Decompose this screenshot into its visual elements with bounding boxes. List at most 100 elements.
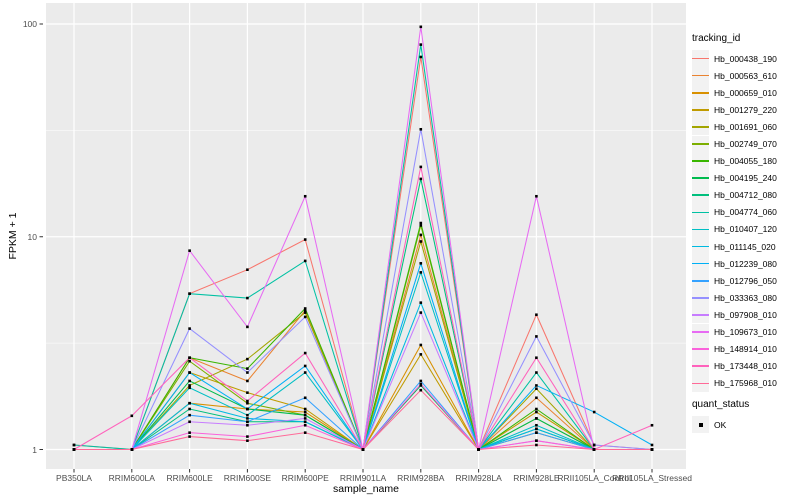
x-tick-label: RRII105LA_Control xyxy=(557,473,632,483)
legend-label: Hb_004774_060 xyxy=(714,207,777,218)
legend-items: Hb_000438_190 Hb_000563_610 Hb_000659_010 H… xyxy=(692,50,777,392)
data-point xyxy=(535,396,538,400)
data-point xyxy=(535,335,538,338)
data-point xyxy=(188,431,191,434)
legend-item: Hb_012239_080 xyxy=(692,255,777,273)
data-point xyxy=(535,384,538,387)
legend-item: Hb_097908_010 xyxy=(692,306,777,324)
series-color-swatch xyxy=(692,135,709,153)
data-point xyxy=(246,413,249,417)
series-line-icon xyxy=(692,348,709,350)
legend-item: Hb_002749_070 xyxy=(692,135,777,153)
legend-item: Hb_175968_010 xyxy=(692,374,777,392)
series-line-icon xyxy=(692,228,709,231)
x-tick-label: RRIM928LE xyxy=(513,473,560,483)
series-color-swatch xyxy=(692,323,709,341)
legend-label: Hb_004195_240 xyxy=(714,173,777,184)
series-color-swatch xyxy=(692,118,709,136)
data-point xyxy=(419,388,423,392)
data-point xyxy=(535,410,538,414)
data-point xyxy=(650,443,654,447)
legend-label: Hb_109673_010 xyxy=(714,327,777,338)
series-color-swatch xyxy=(692,84,709,102)
legend-item: Hb_001279_220 xyxy=(692,101,777,119)
y-tick-label: 100 xyxy=(22,19,37,29)
x-tick-label: RRIM928BA xyxy=(397,473,445,483)
data-point xyxy=(246,407,249,411)
data-point xyxy=(535,439,538,442)
series-color-swatch xyxy=(692,272,709,290)
series-color-swatch xyxy=(692,152,709,170)
data-point xyxy=(246,391,249,394)
data-point xyxy=(419,55,423,59)
data-point xyxy=(303,351,307,355)
legend-item: Hb_010407_120 xyxy=(692,220,777,238)
data-point xyxy=(419,165,423,169)
data-point xyxy=(246,401,249,405)
series-line-icon xyxy=(692,177,709,179)
data-point xyxy=(246,399,249,403)
data-point xyxy=(188,413,191,417)
data-point xyxy=(246,439,249,442)
legend-item: Hb_109673_010 xyxy=(692,323,777,341)
x-tick-label: PB350LA xyxy=(56,473,92,483)
legend-item: Hb_000438_190 xyxy=(692,50,777,68)
legend-item: Hb_004195_240 xyxy=(692,169,777,187)
x-tick-label: RRIM600SE xyxy=(223,473,272,483)
series-line-icon xyxy=(692,57,709,60)
data-point xyxy=(592,443,596,447)
data-point xyxy=(419,301,423,304)
data-point xyxy=(303,396,307,400)
data-point xyxy=(188,356,191,360)
legend-label: Hb_033363_080 xyxy=(714,292,777,303)
series-line-icon xyxy=(692,126,709,128)
data-point xyxy=(535,313,538,317)
data-point xyxy=(419,240,423,243)
data-point xyxy=(419,221,423,225)
legend-item-ok: OK xyxy=(692,416,749,434)
data-point xyxy=(419,379,423,383)
series-color-swatch xyxy=(692,169,709,187)
data-point xyxy=(188,420,191,424)
legend-label: Hb_012796_050 xyxy=(714,275,777,286)
series-line-icon xyxy=(692,160,709,162)
data-point xyxy=(303,309,307,312)
x-tick-label: RRIM600PE xyxy=(281,473,329,483)
x-tick-label: RRII105LA_Stressed xyxy=(612,473,692,483)
legend-tracking-id: tracking_id Hb_000438_190 Hb_000563_610 Hb… xyxy=(692,33,777,392)
data-point xyxy=(246,379,249,383)
data-point xyxy=(246,268,249,272)
data-point xyxy=(72,443,76,447)
data-point xyxy=(303,307,307,310)
data-point xyxy=(303,420,307,424)
data-point xyxy=(535,387,538,391)
legend-item: Hb_004774_060 xyxy=(692,203,777,221)
series-color-swatch xyxy=(692,306,709,324)
data-point xyxy=(419,224,423,227)
legend-label: Hb_004055_180 xyxy=(714,156,777,167)
data-point xyxy=(246,417,249,420)
series-color-swatch xyxy=(692,255,709,273)
legend-label: Hb_097908_010 xyxy=(714,309,777,320)
legend-label: Hb_012239_080 xyxy=(714,258,777,269)
legend2-title: quant_status xyxy=(692,399,750,410)
data-point xyxy=(419,343,423,347)
series-color-swatch xyxy=(692,340,709,358)
data-point xyxy=(188,384,191,387)
data-point xyxy=(188,386,191,390)
data-point xyxy=(535,443,538,447)
legend-label: Hb_000659_010 xyxy=(714,87,777,98)
data-point xyxy=(303,194,307,198)
data-point xyxy=(535,417,538,420)
series-color-swatch xyxy=(692,289,709,307)
legend-item: Hb_004712_080 xyxy=(692,186,777,204)
legend-item: Hb_000659_010 xyxy=(692,84,777,102)
legend-item: Hb_000563_610 xyxy=(692,67,777,85)
data-point xyxy=(303,431,307,434)
data-point xyxy=(419,127,423,131)
data-point xyxy=(535,427,538,431)
x-tick-label: RRIM600LA xyxy=(108,473,155,483)
data-point xyxy=(419,382,423,386)
legend-label: OK xyxy=(714,419,727,430)
